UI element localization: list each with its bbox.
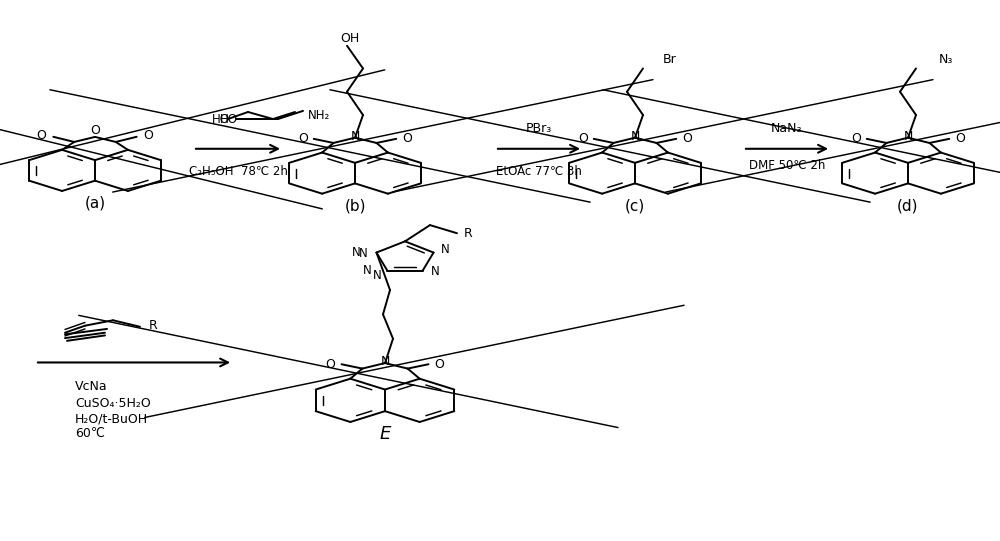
Text: (c): (c) [625, 199, 645, 214]
Text: N: N [373, 268, 382, 281]
Text: H₂O/t-BuOH: H₂O/t-BuOH [75, 413, 148, 426]
Text: O: O [955, 133, 965, 146]
Text: Br: Br [663, 53, 677, 66]
Text: C₂H₅OH  78℃ 2h: C₂H₅OH 78℃ 2h [189, 165, 287, 178]
Text: O: O [578, 133, 588, 146]
Text: PBr₃: PBr₃ [526, 122, 552, 135]
Text: N₃: N₃ [939, 53, 953, 66]
Text: N: N [630, 130, 640, 143]
Text: NH₂: NH₂ [308, 109, 330, 122]
Text: E: E [379, 425, 391, 443]
Text: O: O [435, 358, 444, 371]
Text: N: N [359, 247, 368, 260]
Text: O: O [90, 124, 100, 137]
Text: N: N [350, 130, 360, 143]
Text: 60℃: 60℃ [75, 427, 105, 440]
Text: (d): (d) [897, 199, 919, 214]
Text: R: R [149, 319, 157, 332]
Text: O: O [402, 133, 412, 146]
Text: VcNa: VcNa [75, 380, 108, 393]
Text: R: R [464, 227, 472, 240]
Text: N: N [903, 130, 913, 143]
Text: O: O [298, 133, 308, 146]
Text: (b): (b) [344, 199, 366, 214]
Text: O: O [36, 129, 46, 142]
Text: (a): (a) [84, 196, 106, 211]
Text: O: O [851, 133, 861, 146]
Text: EtOAc 77℃ 3h: EtOAc 77℃ 3h [496, 165, 582, 178]
Text: CuSO₄·5H₂O: CuSO₄·5H₂O [75, 397, 151, 410]
Text: N: N [380, 355, 390, 368]
Text: DMF 50℃ 2h: DMF 50℃ 2h [749, 159, 825, 171]
Text: NaN₃: NaN₃ [771, 122, 803, 135]
Text: OH: OH [340, 32, 360, 45]
Text: N: N [363, 264, 372, 277]
Text: O: O [326, 358, 335, 371]
Text: O: O [144, 129, 154, 142]
Text: N: N [352, 246, 361, 259]
Text: HO: HO [212, 113, 230, 126]
Text: N: N [431, 265, 440, 278]
Text: HO: HO [220, 113, 238, 126]
Text: N: N [441, 243, 450, 256]
Text: O: O [682, 133, 692, 146]
